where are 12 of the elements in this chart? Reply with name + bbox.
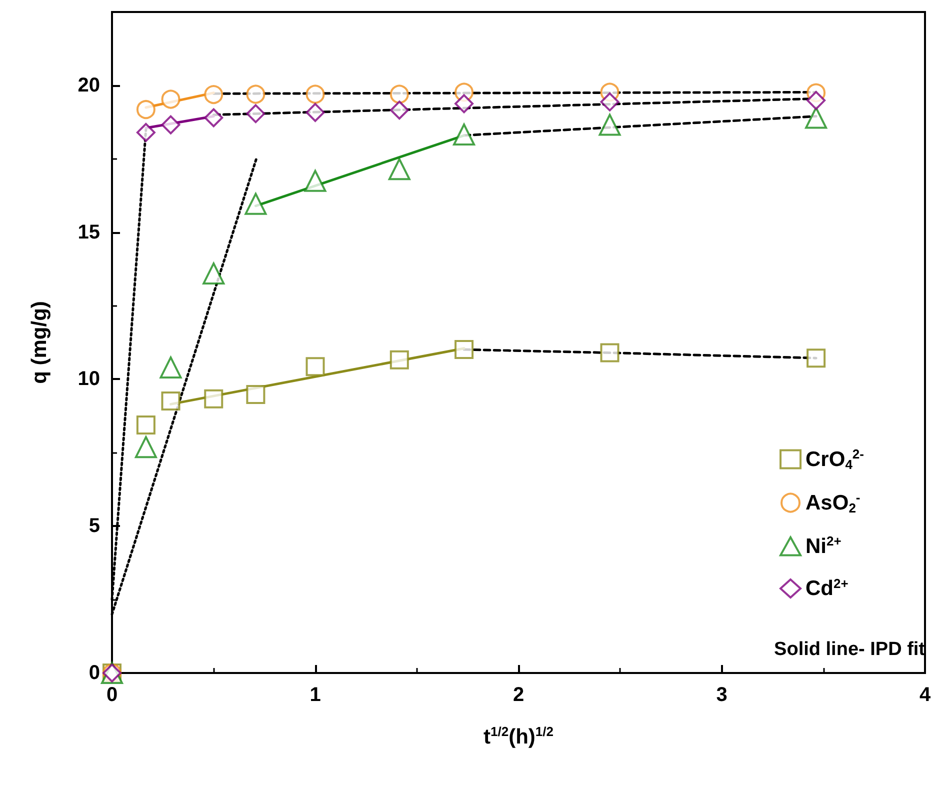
x-tick-label: 1: [310, 684, 321, 706]
x-tick-label: 4: [919, 684, 932, 706]
y-axis-title: q (mg/g): [28, 301, 51, 384]
y-tick-label: 20: [78, 74, 100, 96]
x-tick-label: 2: [512, 684, 524, 706]
y-tick-label: 10: [78, 368, 100, 390]
x-tick-label: 3: [716, 684, 728, 706]
annotation: Solid line- IPD fit: [774, 639, 926, 660]
y-tick-label: 0: [88, 662, 100, 684]
y-tick-label: 15: [78, 221, 100, 244]
x-tick-label: 0: [106, 684, 118, 706]
y-tick-label: 5: [88, 515, 100, 538]
